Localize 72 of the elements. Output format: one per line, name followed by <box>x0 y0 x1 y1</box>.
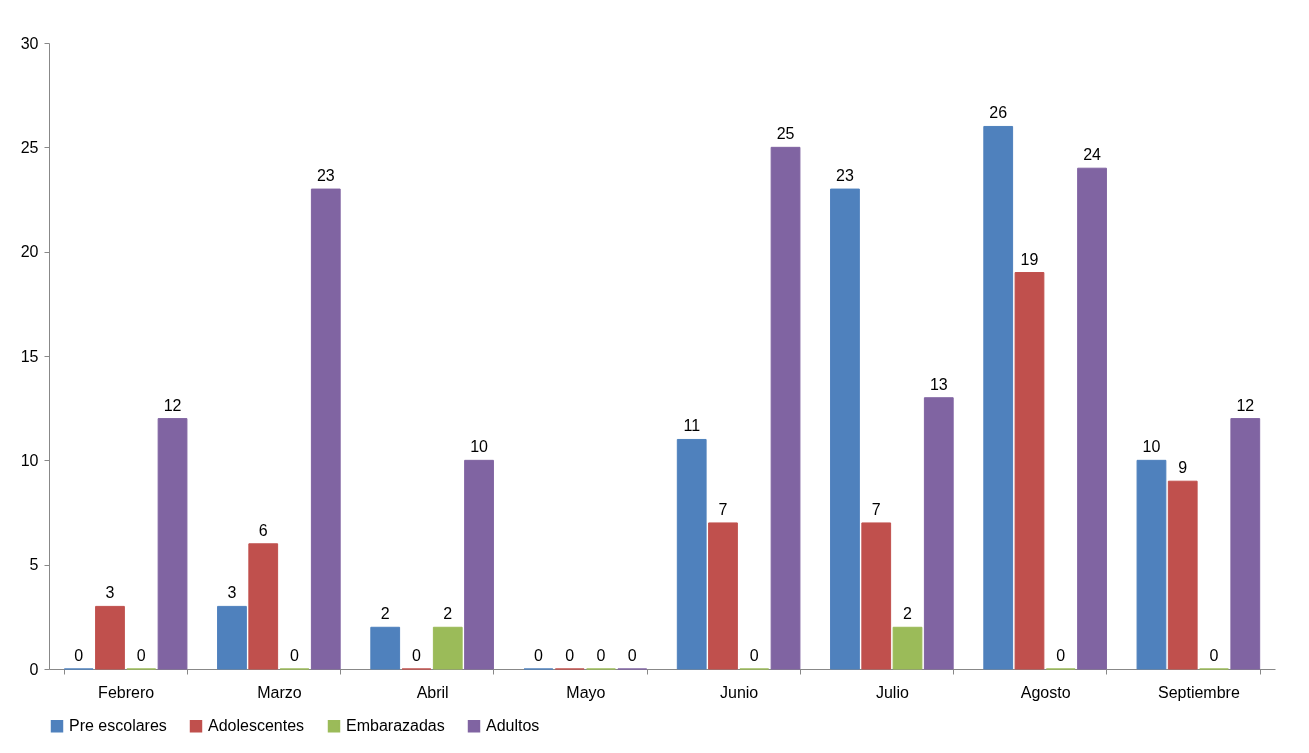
data-label: 0 <box>596 647 606 664</box>
y-tick-label: 20 <box>20 243 39 261</box>
data-label: 10 <box>1142 438 1161 456</box>
data-label: 9 <box>1178 459 1188 477</box>
bar <box>830 188 860 670</box>
legend-label: Adolescentes <box>208 717 305 735</box>
data-label: 2 <box>380 605 390 623</box>
x-tick-label: Mayo <box>566 683 606 701</box>
bar <box>310 188 341 670</box>
data-label: 0 <box>136 647 146 664</box>
bar <box>432 626 463 670</box>
y-tick-label: 30 <box>20 34 39 52</box>
bar <box>248 543 279 670</box>
bar <box>923 397 954 670</box>
bar <box>1167 480 1198 670</box>
data-label: 12 <box>1236 396 1255 414</box>
y-tick-label: 0 <box>29 660 39 678</box>
data-label: 0 <box>749 647 759 664</box>
data-label: 0 <box>412 647 422 664</box>
bar <box>217 605 247 670</box>
data-label: 19 <box>1020 250 1039 268</box>
x-tick-label: Julio <box>875 683 909 701</box>
data-label: 13 <box>929 375 948 393</box>
data-label: 25 <box>776 125 795 143</box>
data-label: 24 <box>1083 146 1102 164</box>
bar <box>708 522 738 670</box>
legend-label: Embarazadas <box>346 717 445 735</box>
data-label: 10 <box>470 438 489 456</box>
y-tick-label: 5 <box>29 556 39 574</box>
bar <box>95 605 125 670</box>
data-label: 0 <box>565 647 575 664</box>
bar <box>464 459 494 670</box>
bar <box>1230 418 1261 670</box>
data-label: 0 <box>627 647 637 664</box>
data-label: 0 <box>74 647 84 664</box>
bar <box>892 626 923 670</box>
bar <box>861 522 892 670</box>
x-tick-label: Febrero <box>98 683 155 701</box>
bar <box>1077 167 1107 670</box>
y-tick-label: 25 <box>20 138 39 156</box>
data-label: 23 <box>316 167 335 185</box>
data-label: 3 <box>105 584 115 602</box>
bar <box>370 626 401 670</box>
data-label: 12 <box>163 396 182 414</box>
x-tick-label: Septiembre <box>1157 683 1240 701</box>
legend-label: Pre escolares <box>69 717 167 735</box>
data-label: 2 <box>903 605 913 623</box>
y-tick-label: 15 <box>20 347 39 365</box>
data-label: 7 <box>871 500 881 518</box>
x-tick-label: Marzo <box>257 683 302 701</box>
x-tick-label: Abril <box>416 683 449 701</box>
bar <box>1014 272 1045 670</box>
data-label: 23 <box>836 167 854 185</box>
data-label: 26 <box>989 104 1008 122</box>
data-label: 0 <box>1056 647 1066 664</box>
bar <box>676 438 707 670</box>
bar <box>983 125 1014 670</box>
bar <box>157 418 188 670</box>
data-label: 0 <box>534 647 544 664</box>
x-tick-label: Agosto <box>1020 683 1071 701</box>
data-label: 0 <box>1209 647 1219 664</box>
data-label: 2 <box>443 605 453 623</box>
x-tick-label: Junio <box>720 683 759 701</box>
bar <box>770 146 801 670</box>
data-label: 3 <box>227 584 237 602</box>
bar <box>1136 459 1167 670</box>
legend-label: Adultos <box>486 717 540 735</box>
data-label: 7 <box>718 500 728 518</box>
data-label: 6 <box>258 521 268 539</box>
data-label: 0 <box>290 647 300 664</box>
data-label: 11 <box>683 417 701 435</box>
y-tick-label: 10 <box>20 451 39 469</box>
